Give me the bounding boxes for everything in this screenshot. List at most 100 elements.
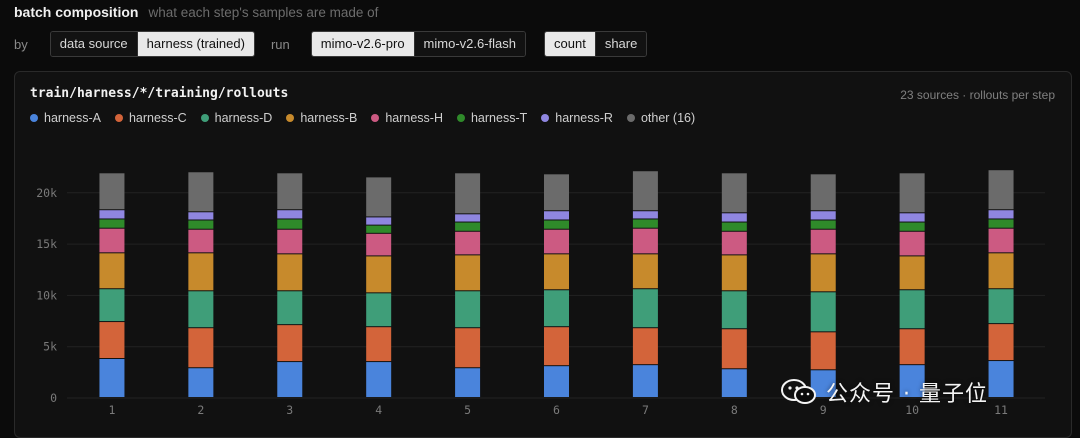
legend-item[interactable]: harness-H (371, 111, 443, 125)
bar-segment (455, 291, 481, 328)
bar-segment (810, 332, 836, 370)
bar-segment (721, 329, 747, 369)
y-tick-label: 10k (36, 288, 57, 302)
legend-label: harness-R (555, 111, 613, 125)
bar-segment (188, 212, 214, 220)
x-tick-label: 2 (197, 403, 204, 417)
bar-segment (544, 220, 569, 229)
bar-segment (99, 253, 125, 289)
bar-segment (899, 290, 925, 329)
legend-label: other (16) (640, 111, 696, 125)
bar-segment (99, 289, 125, 322)
run-label: run (270, 36, 290, 52)
header: batch composition what each step's sampl… (14, 4, 378, 24)
legend-item[interactable]: harness-B (286, 111, 357, 125)
x-tick-label: 10 (905, 403, 919, 417)
chart-legend: harness-A harness-C harness-D harness-B harn… (30, 111, 695, 125)
legend-item[interactable]: harness-T (456, 111, 528, 125)
legend-item[interactable]: other (16) (626, 111, 696, 125)
bar-segment (455, 173, 481, 214)
bar-segment (632, 211, 658, 219)
run-option-flash[interactable]: mimo-v2.6-flash (414, 32, 526, 56)
run-option-pro[interactable]: mimo-v2.6-pro (311, 32, 415, 56)
bar-segment (810, 220, 836, 229)
by-selector: data source harness (trained) (49, 31, 255, 57)
legend-swatch (114, 114, 123, 122)
x-tick-label: 9 (820, 403, 827, 417)
bar-segment (277, 254, 303, 291)
bar-segment (544, 366, 569, 397)
bar-segment (810, 292, 836, 332)
legend-label: harness-T (470, 111, 528, 125)
bar-segment (721, 222, 747, 231)
bar-segment (277, 173, 303, 210)
bar-segment (544, 327, 569, 366)
legend-label: harness-D (214, 111, 273, 125)
bar-segment (366, 217, 392, 225)
bar-segment (455, 231, 481, 255)
bar-segment (366, 256, 392, 293)
bar-segment (899, 365, 925, 397)
bar-segment (188, 328, 214, 368)
bar-segment (188, 253, 214, 291)
legend-swatch (371, 114, 380, 122)
bar-segment (988, 170, 1014, 210)
bar-segment (544, 229, 569, 254)
panel-meta: 23 sources · rollouts per step (900, 88, 1055, 102)
bar-segment (988, 210, 1014, 219)
bar-segment (544, 174, 569, 211)
x-tick-label: 3 (286, 403, 293, 417)
legend-swatch (200, 114, 209, 122)
legend-item[interactable]: harness-A (30, 111, 101, 125)
legend-label: harness-C (128, 111, 187, 125)
legend-swatch (626, 114, 635, 122)
by-option-data-source[interactable]: data source (50, 32, 138, 56)
bar-segment (188, 229, 214, 253)
mode-option-share[interactable]: share (595, 32, 647, 56)
bar-segment (632, 228, 658, 254)
bar-segment (188, 368, 214, 397)
bar-segment (899, 173, 925, 213)
y-tick-label: 5k (43, 340, 57, 354)
bar-segment (188, 291, 214, 328)
bar-segment (99, 359, 125, 397)
legend-swatch (30, 114, 38, 122)
watermark-text: 公众号 · 量子位 (826, 382, 988, 407)
y-tick-label: 20k (36, 186, 57, 200)
x-tick-label: 1 (108, 403, 115, 417)
bar-segment (99, 228, 125, 253)
bar-segment (632, 289, 658, 328)
x-tick-label: 4 (375, 403, 382, 417)
mode-option-count[interactable]: count (545, 32, 596, 56)
by-option-harness[interactable]: harness (trained) (137, 32, 254, 56)
by-label: by (14, 36, 28, 52)
bar-segment (632, 254, 658, 289)
x-tick-label: 6 (553, 403, 560, 417)
bar-segment (721, 255, 747, 291)
y-tick-label: 0 (50, 391, 57, 405)
bar-segment (455, 368, 481, 397)
bar-segment (988, 228, 1014, 253)
bar-segment (455, 328, 481, 368)
bar-segment (721, 173, 747, 213)
run-selector: mimo-v2.6-pro mimo-v2.6-flash (310, 31, 527, 57)
bar-segment (810, 174, 836, 211)
controls-bar: by data source harness (trained) run mim… (14, 31, 648, 57)
bar-segment (632, 171, 658, 211)
legend-item[interactable]: harness-C (114, 111, 187, 125)
bar-segment (988, 253, 1014, 289)
x-tick-label: 11 (994, 403, 1008, 417)
bar-segment (899, 231, 925, 256)
legend-item[interactable]: harness-D (200, 111, 273, 125)
legend-label: harness-H (385, 111, 443, 125)
bar-segment (455, 214, 481, 222)
legend-item[interactable]: harness-R (541, 111, 613, 125)
bar-segment (988, 324, 1014, 361)
bar-segment (366, 225, 392, 233)
bar-segment (455, 255, 481, 291)
bar-segment (721, 291, 747, 329)
bar-segment (988, 219, 1014, 228)
bar-segment (899, 256, 925, 290)
bar-segment (366, 233, 392, 256)
bar-segment (899, 213, 925, 222)
